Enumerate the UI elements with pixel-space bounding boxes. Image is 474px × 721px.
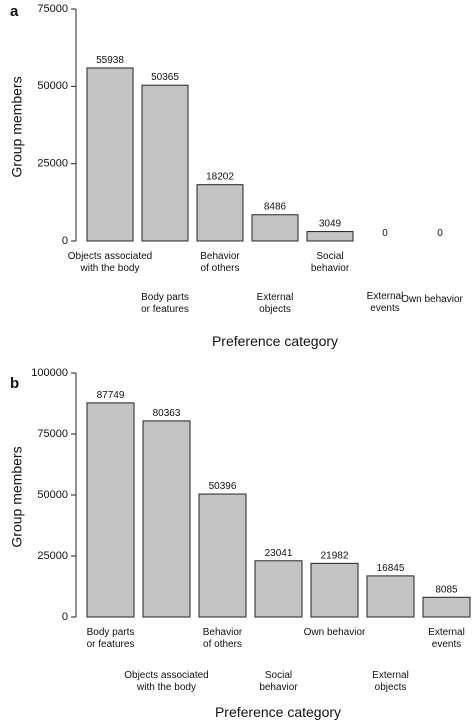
x-category-label-line: External xyxy=(257,292,294,303)
bar xyxy=(310,562,359,618)
bar-value-label: 55938 xyxy=(96,55,124,66)
x-category-label-line: Objects associated xyxy=(124,670,209,681)
panel-letter: b xyxy=(10,375,19,392)
panel-letter: a xyxy=(10,3,19,20)
x-category-label-line: Body parts xyxy=(141,292,189,303)
x-category-label: Body parts or features xyxy=(87,627,135,650)
x-category-label-line: Own behavior xyxy=(304,627,366,638)
bar-value-label: 50396 xyxy=(209,481,237,492)
bar-value-label: 16845 xyxy=(377,563,405,574)
y-tick-label: 25000 xyxy=(37,158,68,170)
bar-value-label: 21982 xyxy=(321,550,349,561)
y-tick-label: 75000 xyxy=(37,3,68,15)
x-category-label-line: events xyxy=(370,303,399,314)
x-category-label-line: events xyxy=(432,639,461,650)
y-tick-label: 50000 xyxy=(37,489,68,501)
x-category-label: Behavior of others xyxy=(200,251,240,274)
bar-value-label: 8085 xyxy=(435,584,458,595)
bar xyxy=(86,402,135,618)
x-category-label-line: behavior xyxy=(311,263,350,274)
bar-value-label: 23041 xyxy=(265,548,293,559)
bar-value-label: 87749 xyxy=(97,390,125,401)
bar xyxy=(422,596,471,618)
y-axis-label: Group members xyxy=(9,76,25,177)
x-category-label-line: of others xyxy=(203,639,242,650)
bar-value-label: 18202 xyxy=(206,172,234,183)
x-category-label-line: External xyxy=(428,627,465,638)
x-category-label: External objects xyxy=(257,292,294,315)
bar-value-label: 3049 xyxy=(319,219,342,230)
bar xyxy=(198,493,247,618)
x-category-label-line: or features xyxy=(87,639,135,650)
x-category-label-line: or features xyxy=(141,304,189,315)
x-category-label: Own behavior xyxy=(401,294,463,305)
x-category-label: Social behavior xyxy=(259,670,298,693)
x-category-label-line: of others xyxy=(201,263,240,274)
bar xyxy=(254,560,303,618)
chart-panel-b: b 0 25000 50000 75000 100000 Group members 8774… xyxy=(9,367,471,720)
y-tick-label: 75000 xyxy=(37,428,68,440)
x-category-label-line: Social xyxy=(316,251,343,262)
bar xyxy=(306,231,354,242)
x-category-label: External events xyxy=(367,291,404,314)
x-category-label-line: behavior xyxy=(259,682,298,693)
x-category-label: Objects associated with the body xyxy=(124,670,209,693)
x-category-label-line: External xyxy=(372,670,409,681)
bar-value-label: 8486 xyxy=(264,202,287,213)
x-category-label-line: Body parts xyxy=(87,627,135,638)
x-category-label: Objects associated with the body xyxy=(68,251,153,274)
bar-value-label: 0 xyxy=(382,228,388,239)
bar-value-label: 80363 xyxy=(153,408,181,419)
x-category-label: Body parts or features xyxy=(141,292,189,315)
x-axis-label: Preference category xyxy=(212,333,338,349)
x-category-label-line: objects xyxy=(375,682,407,693)
bar-value-label: 50365 xyxy=(151,72,179,83)
y-tick-label: 0 xyxy=(62,611,68,623)
x-category-label: Behavior of others xyxy=(203,627,243,650)
x-category-label-line: objects xyxy=(259,304,291,315)
bar xyxy=(251,214,299,242)
y-tick-label: 100000 xyxy=(31,367,68,379)
y-tick-label: 25000 xyxy=(37,550,68,562)
x-category-label-line: with the body xyxy=(136,682,196,693)
bar xyxy=(196,184,244,242)
y-axis-label: Group members xyxy=(9,446,25,547)
x-category-label-line: Own behavior xyxy=(401,294,463,305)
x-category-label-line: Behavior xyxy=(203,627,243,638)
chart-panel-a: a 0 25000 50000 75000 Group members 55938 Objec… xyxy=(9,3,464,349)
x-category-label: Social behavior xyxy=(311,251,350,274)
x-category-label-line: External xyxy=(367,291,404,302)
x-category-label-line: with the body xyxy=(80,263,140,274)
x-category-label-line: Social xyxy=(265,670,292,681)
bar xyxy=(142,420,191,618)
y-tick-label: 50000 xyxy=(37,80,68,92)
x-category-label: Own behavior xyxy=(304,627,366,638)
bar xyxy=(86,67,134,242)
y-tick-label: 0 xyxy=(62,235,68,247)
x-category-label: External objects xyxy=(372,670,409,693)
x-category-label-line: Objects associated xyxy=(68,251,153,262)
x-category-label-line: Behavior xyxy=(200,251,240,262)
x-category-label: External events xyxy=(428,627,465,650)
bar xyxy=(366,575,415,618)
bar-value-label: 0 xyxy=(437,228,443,239)
bar xyxy=(141,84,189,242)
x-axis-label: Preference category xyxy=(215,704,341,720)
